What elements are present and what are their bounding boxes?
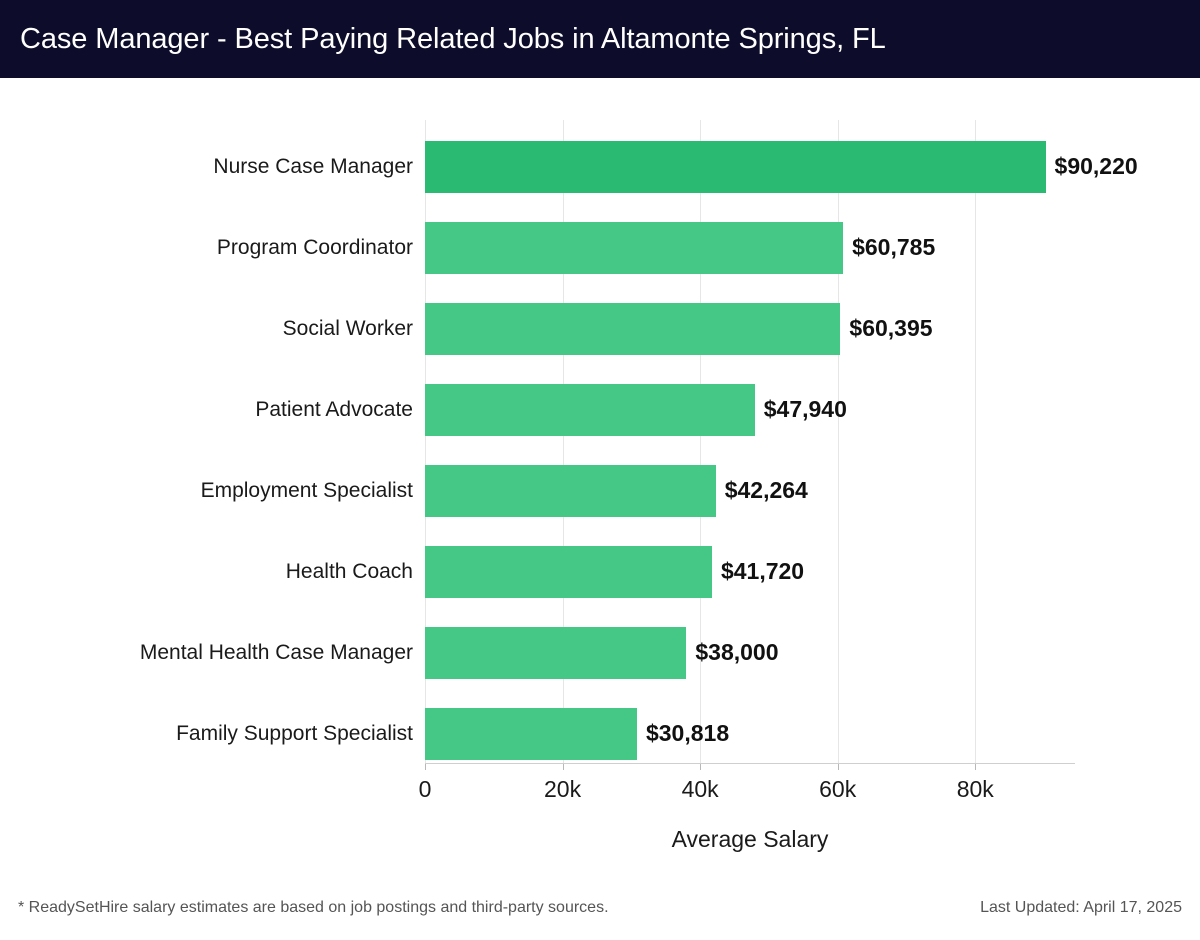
bar-row[interactable]: Employment Specialist $42,264 (0, 450, 1200, 531)
bar[interactable] (425, 221, 844, 274)
bar-and-value: $60,395 (425, 302, 933, 355)
x-axis-title: Average Salary (671, 826, 829, 852)
bar-row[interactable]: Program Coordinator $60,785 (0, 207, 1200, 288)
bar-row[interactable]: Nurse Case Manager $90,220 (0, 126, 1200, 207)
page-title: Case Manager - Best Paying Related Jobs … (20, 22, 886, 55)
bar[interactable] (425, 464, 716, 517)
bar-value-label: $38,000 (695, 639, 779, 665)
bar-value-label: $47,940 (763, 396, 847, 422)
bar[interactable] (425, 383, 755, 436)
chart-header: Case Manager - Best Paying Related Jobs … (0, 0, 1200, 78)
chart-footer: * ReadySetHire salary estimates are base… (0, 893, 1200, 940)
bar-category-label: Mental Health Case Manager (139, 640, 413, 664)
bar-and-value: $90,220 (425, 140, 1138, 193)
bar-and-value: $38,000 (425, 626, 779, 679)
bar-row[interactable]: Family Support Specialist $30,818 (0, 693, 1200, 774)
bar-category-label: Nurse Case Manager (213, 154, 413, 178)
x-tick-label: 60k (819, 776, 857, 802)
bar[interactable] (425, 626, 687, 679)
bar-chart: Nurse Case Manager $90,220 Program Coordin… (0, 78, 1200, 868)
bar-row[interactable]: Health Coach $41,720 (0, 531, 1200, 612)
bar-row[interactable]: Mental Health Case Manager $38,000 (0, 612, 1200, 693)
last-updated-label: Last Updated: April 17, 2025 (980, 899, 1182, 916)
bar-value-label: $60,395 (849, 315, 933, 341)
bar-and-value: $47,940 (425, 383, 847, 436)
bar-value-label: $90,220 (1054, 153, 1138, 179)
bar-category-label: Employment Specialist (200, 478, 413, 502)
bar-category-label: Family Support Specialist (176, 721, 413, 745)
x-axis-tick-labels: 0 20k 40k 60k 80k (0, 776, 1200, 806)
bar-value-label: $60,785 (852, 234, 936, 260)
bar[interactable] (425, 707, 637, 760)
bar-and-value: $30,818 (425, 707, 730, 760)
x-tick-label: 0 (418, 776, 432, 802)
bar[interactable] (425, 140, 1046, 193)
bar-category-label: Health Coach (285, 559, 413, 583)
bar-row[interactable]: Patient Advocate $47,940 (0, 369, 1200, 450)
x-tick-label: 80k (956, 776, 994, 802)
bar-rows: Nurse Case Manager $90,220 Program Coordin… (0, 126, 1200, 774)
bar-category-label: Program Coordinator (216, 235, 413, 259)
bar-category-label: Social Worker (282, 316, 413, 340)
x-tick-label: 20k (544, 776, 582, 802)
bar[interactable] (425, 302, 841, 355)
bar-value-label: $41,720 (720, 558, 805, 584)
bar-and-value: $41,720 (425, 545, 805, 598)
bar-row[interactable]: Social Worker $60,395 (0, 288, 1200, 369)
bar-and-value: $42,264 (425, 464, 808, 517)
x-tick-label: 40k (681, 776, 719, 802)
bar-value-label: $42,264 (724, 477, 808, 503)
bar-and-value: $60,785 (425, 221, 936, 274)
bar-category-label: Patient Advocate (255, 397, 413, 421)
footnote-disclaimer: * ReadySetHire salary estimates are base… (18, 899, 609, 916)
bar[interactable] (425, 545, 712, 598)
bar-value-label: $30,818 (645, 720, 730, 746)
